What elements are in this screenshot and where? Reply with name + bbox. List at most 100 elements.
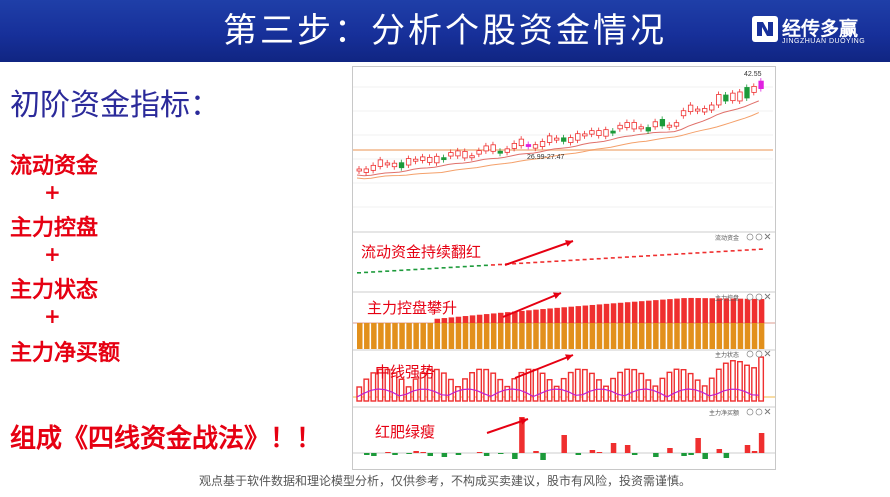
flow-bar [540,261,545,263]
control-bar-red [554,307,560,323]
control-bar-red [526,310,532,323]
candle-body [441,157,447,161]
panel-title-main-status: 主力状态 [715,351,739,359]
status-bar [722,362,729,402]
control-bar-red [596,304,603,323]
status-bar [497,378,504,402]
settings-icon[interactable] [755,408,763,416]
net-buy-bar-down [364,453,370,455]
status-bar [652,385,659,402]
control-bar-base [695,323,701,349]
close-icon[interactable] [764,408,771,415]
candle-body [434,155,440,164]
flow-bar [681,252,686,255]
control-bar-base [490,323,497,349]
control-bar-base [364,323,370,349]
help-icon[interactable] [746,408,754,416]
flow-bar [639,255,643,258]
candle-body [469,155,475,159]
candle-body [427,156,433,163]
control-bar-base [653,323,659,349]
control-bar-red [758,298,765,323]
net-buy-bar-up [596,452,603,453]
status-bar [638,372,645,402]
control-bar-red [483,314,490,323]
settings-icon[interactable] [755,293,763,301]
flow-bar [744,249,749,251]
status-bar [518,371,525,402]
control-bar-red [505,312,511,323]
flow-bar [441,267,446,269]
flow-bar [610,257,615,259]
control-bar-base [730,323,737,349]
risk-disclaimer: 观点基于软件数据和理论模型分析，仅供参考，不构成买卖建议，股市有风险，投资需谨慎… [198,474,691,488]
control-bar-base [554,323,560,349]
control-bar-red [512,311,518,323]
status-bar [469,372,476,402]
flow-bar [413,268,418,271]
flow-bar [490,264,495,266]
flow-bar [462,265,467,268]
status-bar [476,368,483,402]
flow-bar [512,262,517,265]
candle-body [680,110,687,117]
control-bar-red [688,297,694,323]
net-buy-bar-up [624,445,631,453]
control-bar-base [526,323,532,349]
flow-bar [653,254,658,257]
control-bar-base [744,323,751,349]
status-bar [737,360,743,402]
status-bar [391,372,398,402]
candle-body [716,94,722,106]
liquid-funds-histogram [357,248,763,274]
flow-bar [434,267,439,270]
control-bar-red [660,299,666,323]
flow-bar [476,264,481,267]
control-bar-base [498,323,504,349]
status-bar [729,360,736,402]
control-bar-red [695,298,701,323]
control-bar-base [603,323,610,349]
candle-body [568,137,574,143]
candle-body [631,122,637,130]
settings-icon[interactable] [755,233,763,241]
status-bar [356,386,363,402]
control-bar-red [498,312,504,323]
control-bar-red [434,318,441,323]
control-bar-red [716,298,723,323]
net-buy-bar-down [723,453,730,458]
settings-icon[interactable] [755,350,763,358]
net-buy-bar-up [476,452,483,453]
control-bar-base [674,323,680,349]
control-bar-red [730,298,737,323]
control-bar-base [702,323,708,349]
status-bar [440,372,447,402]
candle-body [737,91,743,102]
help-icon[interactable] [746,350,754,358]
close-icon[interactable] [764,233,771,240]
status-bar [567,371,574,402]
control-bar-base [582,323,589,349]
panel-icons[interactable] [746,233,771,416]
control-bar-base [455,323,462,349]
candle-body [455,150,461,157]
candle-body [596,130,602,136]
close-icon[interactable] [764,293,771,300]
control-bar-base [639,323,645,349]
net-buy-bar-down [371,453,377,456]
control-bar-base [483,323,490,349]
control-bar-red [589,304,596,323]
control-bar-base [505,323,511,349]
net-buy-bar-up [561,435,567,453]
net-buy-bar-up [420,452,426,453]
annotation-arrows [486,240,574,434]
control-bar-base [547,323,553,349]
logo-mark-icon [752,16,778,42]
control-bar-base [406,323,412,349]
control-bar-base [751,323,758,349]
help-icon[interactable] [746,233,754,241]
control-bar-red [448,317,455,323]
help-icon[interactable] [746,293,754,301]
close-icon[interactable] [764,350,771,357]
net-buy-bar-down [702,453,708,459]
